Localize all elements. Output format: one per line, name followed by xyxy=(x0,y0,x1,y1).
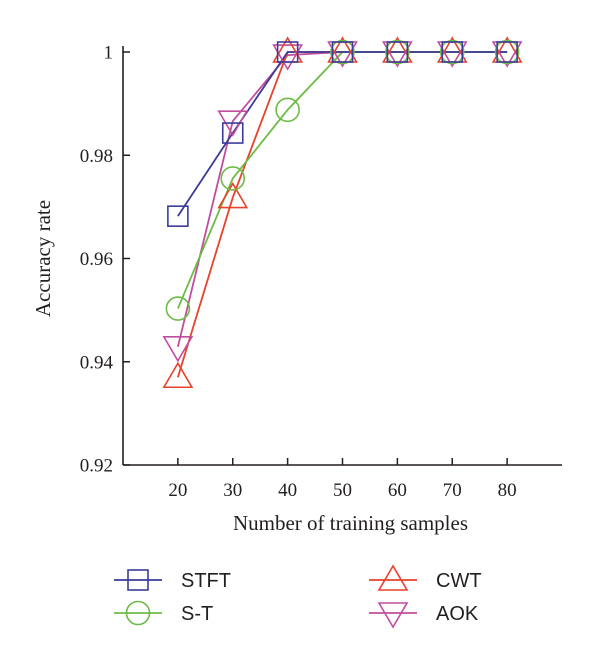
series-layer xyxy=(162,36,523,389)
x-tick-label: 40 xyxy=(278,480,297,501)
data-point-aok xyxy=(162,335,194,363)
legend-item-aok: AOK xyxy=(369,602,479,629)
series-markers-stft xyxy=(167,41,518,227)
legend-item-cwt: CWT xyxy=(369,564,482,592)
x-tick-label: 70 xyxy=(443,480,462,501)
x-tick-label: 80 xyxy=(498,480,517,501)
y-tick-label: 0.94 xyxy=(80,352,114,373)
series-markers-s-t xyxy=(165,39,520,321)
series-cwt xyxy=(177,51,508,378)
data-point-stft xyxy=(167,205,189,227)
data-point-s-t xyxy=(275,97,300,123)
data-point-cwt xyxy=(217,181,249,209)
data-point-stft xyxy=(331,41,354,63)
data-point-stft xyxy=(441,41,464,63)
legend-label-stft: STFT xyxy=(181,570,231,592)
data-point-stft xyxy=(386,41,409,63)
data-point-s-t xyxy=(165,296,191,321)
data-point-s-t xyxy=(494,39,520,65)
legend-label-cwt: CWT xyxy=(436,570,482,592)
legend-item-s-t: S-T xyxy=(114,600,213,626)
data-point-s-t xyxy=(439,39,465,65)
y-tick-label: 0.92 xyxy=(80,456,113,477)
y-tick-label: 0.98 xyxy=(80,146,113,167)
series-line-aok xyxy=(177,51,508,347)
series-line-cwt xyxy=(177,51,508,378)
legend-marker-s-t xyxy=(125,600,151,626)
plot-axes: 0.92 0.94 0.96 0.98 1 20 30 40 50 60 70 80 xyxy=(80,43,562,501)
data-point-aok xyxy=(272,44,304,71)
data-point-stft xyxy=(276,41,299,63)
data-point-stft xyxy=(496,41,518,63)
series-line-s-t xyxy=(177,51,508,309)
legend-item-stft: STFT xyxy=(114,569,231,592)
series-stft xyxy=(177,51,508,217)
data-point-s-t xyxy=(220,166,246,191)
data-point-s-t xyxy=(330,39,355,65)
legend-label-s-t: S-T xyxy=(181,603,213,625)
legend-marker-stft xyxy=(127,569,149,591)
series-s-t xyxy=(177,51,508,309)
legend-marker-aok xyxy=(377,602,409,629)
x-axis-title: Number of training samples xyxy=(233,511,468,535)
legend-label-aok: AOK xyxy=(436,603,479,625)
y-tick-label: 0.96 xyxy=(80,249,113,270)
y-axis-title: Accuracy rate xyxy=(31,200,55,317)
data-point-cwt xyxy=(162,361,194,389)
series-line-stft xyxy=(177,51,508,217)
x-tick-label: 30 xyxy=(223,480,242,501)
series-aok xyxy=(177,51,508,347)
data-point-stft xyxy=(221,122,244,144)
data-point-s-t xyxy=(385,39,410,65)
series-markers-aok xyxy=(162,41,523,363)
x-tick-label: 60 xyxy=(388,480,407,501)
x-tick-label: 20 xyxy=(168,480,187,501)
legend-marker-cwt xyxy=(377,564,409,591)
x-tick-label: 50 xyxy=(333,480,352,501)
y-tick-label: 1 xyxy=(104,43,114,64)
legend: STFT S-T CWT AOK xyxy=(114,564,482,629)
